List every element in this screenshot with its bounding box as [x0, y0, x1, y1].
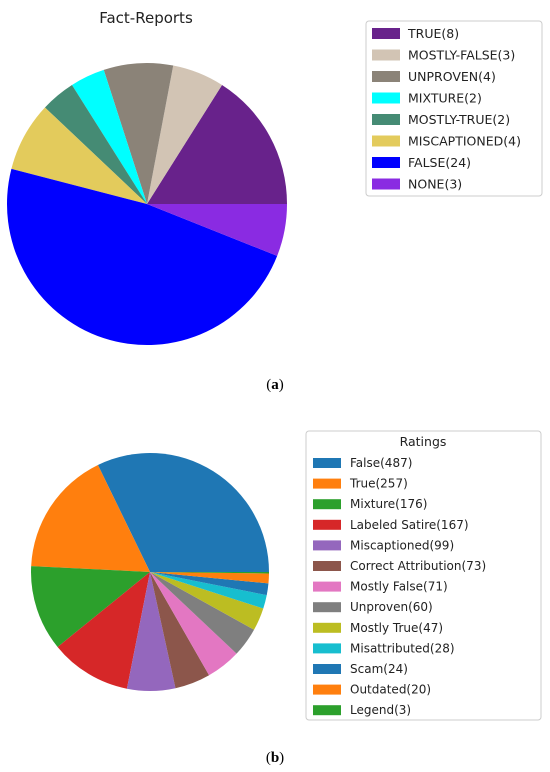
pie-b-slice-false [97, 452, 269, 572]
pie-a-slice-false [6, 168, 278, 346]
chart-a: Fact-Reports TRUE(8) MOSTLY-FALSE(3) UNPRO… [6, 9, 543, 393]
pie-b-slice-mixture [31, 566, 150, 647]
legend-a-swatch-miscaptioned [372, 135, 400, 147]
pie-b-slice-true [31, 465, 150, 572]
legend-b-label-correct-attribution: Correct Attribution(73) [350, 559, 486, 573]
legend-a-label-true: TRUE(8) [407, 26, 459, 41]
legend-a-label-none: NONE(3) [408, 177, 462, 192]
legend-b-label-mixture: Mixture(176) [350, 497, 427, 511]
pie-b-slice-unproven [150, 572, 255, 654]
legend-b-swatch-false [313, 458, 341, 468]
legend-a-label-unproven: UNPROVEN(4) [408, 69, 496, 84]
pie-a-slice-mostly-false [147, 65, 223, 204]
pie-a-slice-mostly-true [44, 84, 147, 204]
legend-b-swatch-mostly-false [313, 581, 341, 592]
legend-b-swatch-miscaptioned [313, 540, 341, 551]
legend-a-label-mostly-false: MOSTLY-FALSE(3) [408, 48, 515, 63]
pie-a-slice-true [147, 84, 287, 204]
legend-b-swatch-correct-attribution [313, 561, 341, 571]
pie-a-slice-miscaptioned [11, 107, 148, 204]
legend-b-swatch-labeled-satire [313, 519, 341, 530]
legend-a-swatch-mostly-true [372, 114, 400, 125]
legend-a: TRUE(8) MOSTLY-FALSE(3) UNPROVEN(4) MIXTURE… [365, 20, 543, 197]
legend-b-label-true: True(257) [349, 477, 408, 491]
legend-b-label-labeled-satire: Labeled Satire(167) [350, 518, 469, 532]
legend-a-label-false: FALSE(24) [408, 155, 471, 170]
legend-a-frame [365, 20, 543, 197]
pie-b-slice-mostly-true [150, 572, 264, 630]
legend-a-swatch-none [372, 178, 400, 190]
legend-b-swatch-true [313, 478, 341, 489]
legend-b-label-miscaptioned: Miscaptioned(99) [350, 538, 454, 552]
legend-b-swatch-mostly-true [313, 622, 341, 633]
chart-b: Ratings False(487) True(257) Mixture(176) L… [31, 430, 542, 766]
pie-b-slice-miscaptioned [126, 572, 176, 691]
caption-b: (b) [266, 750, 284, 766]
legend-b-label-misattributed: Misattributed(28) [350, 641, 455, 655]
pie-b-slice-correct-attribution [150, 572, 210, 689]
caption-a: (a) [266, 377, 284, 393]
legend-b-label-outdated: Outdated(20) [350, 683, 431, 697]
legend-b-items: False(487) True(257) Mixture(176) Labeled S… [313, 456, 486, 717]
legend-a-label-miscaptioned: MISCAPTIONED(4) [408, 134, 521, 149]
legend-a-swatch-mostly-false [372, 49, 400, 61]
legend-a-swatch-unproven [372, 71, 400, 82]
legend-b-label-legend: Legend(3) [350, 703, 411, 717]
legend-b-label-scam: Scam(24) [350, 662, 408, 676]
legend-a-swatch-true [372, 28, 400, 39]
legend-b-swatch-mixture [313, 499, 341, 510]
chart-a-title: Fact-Reports [99, 9, 193, 27]
pie-b [31, 452, 269, 691]
legend-a-items: TRUE(8) MOSTLY-FALSE(3) UNPROVEN(4) MIXTURE… [372, 26, 521, 192]
legend-b-swatch-outdated [313, 684, 341, 695]
pie-b-slice-misattributed [150, 572, 267, 609]
legend-b-swatch-misattributed [313, 643, 341, 654]
legend-b-label-mostly-false: Mostly False(71) [350, 580, 448, 594]
pie-a-slice-mixture [71, 69, 147, 205]
legend-b-label-unproven: Unproven(60) [350, 600, 433, 614]
legend-b-label-mostly-true: Mostly True(47) [350, 621, 443, 635]
legend-a-swatch-mixture [372, 92, 400, 104]
legend-a-label-mostly-true: MOSTLY-TRUE(2) [408, 112, 510, 127]
pie-a-slice-unproven [103, 63, 174, 204]
pie-b-slice-outdated [150, 572, 269, 584]
pie-b-slice-labeled-satire [57, 572, 150, 689]
legend-b: Ratings False(487) True(257) Mixture(176) L… [305, 430, 542, 721]
legend-a-swatch-false [372, 157, 400, 168]
pie-b-slice-scam [150, 572, 269, 596]
legend-a-label-mixture: MIXTURE(2) [408, 91, 482, 106]
pie-a [6, 63, 287, 346]
legend-b-label-false: False(487) [350, 456, 412, 470]
legend-b-swatch-unproven [313, 602, 341, 613]
legend-b-title: Ratings [400, 434, 447, 449]
pie-b-slice-mostly-false [150, 572, 237, 676]
pie-a-slice-none [147, 204, 287, 256]
legend-b-swatch-scam [313, 664, 341, 674]
pie-b-slice-legend [150, 572, 269, 574]
legend-b-swatch-legend [313, 705, 341, 716]
legend-b-frame [305, 430, 542, 721]
